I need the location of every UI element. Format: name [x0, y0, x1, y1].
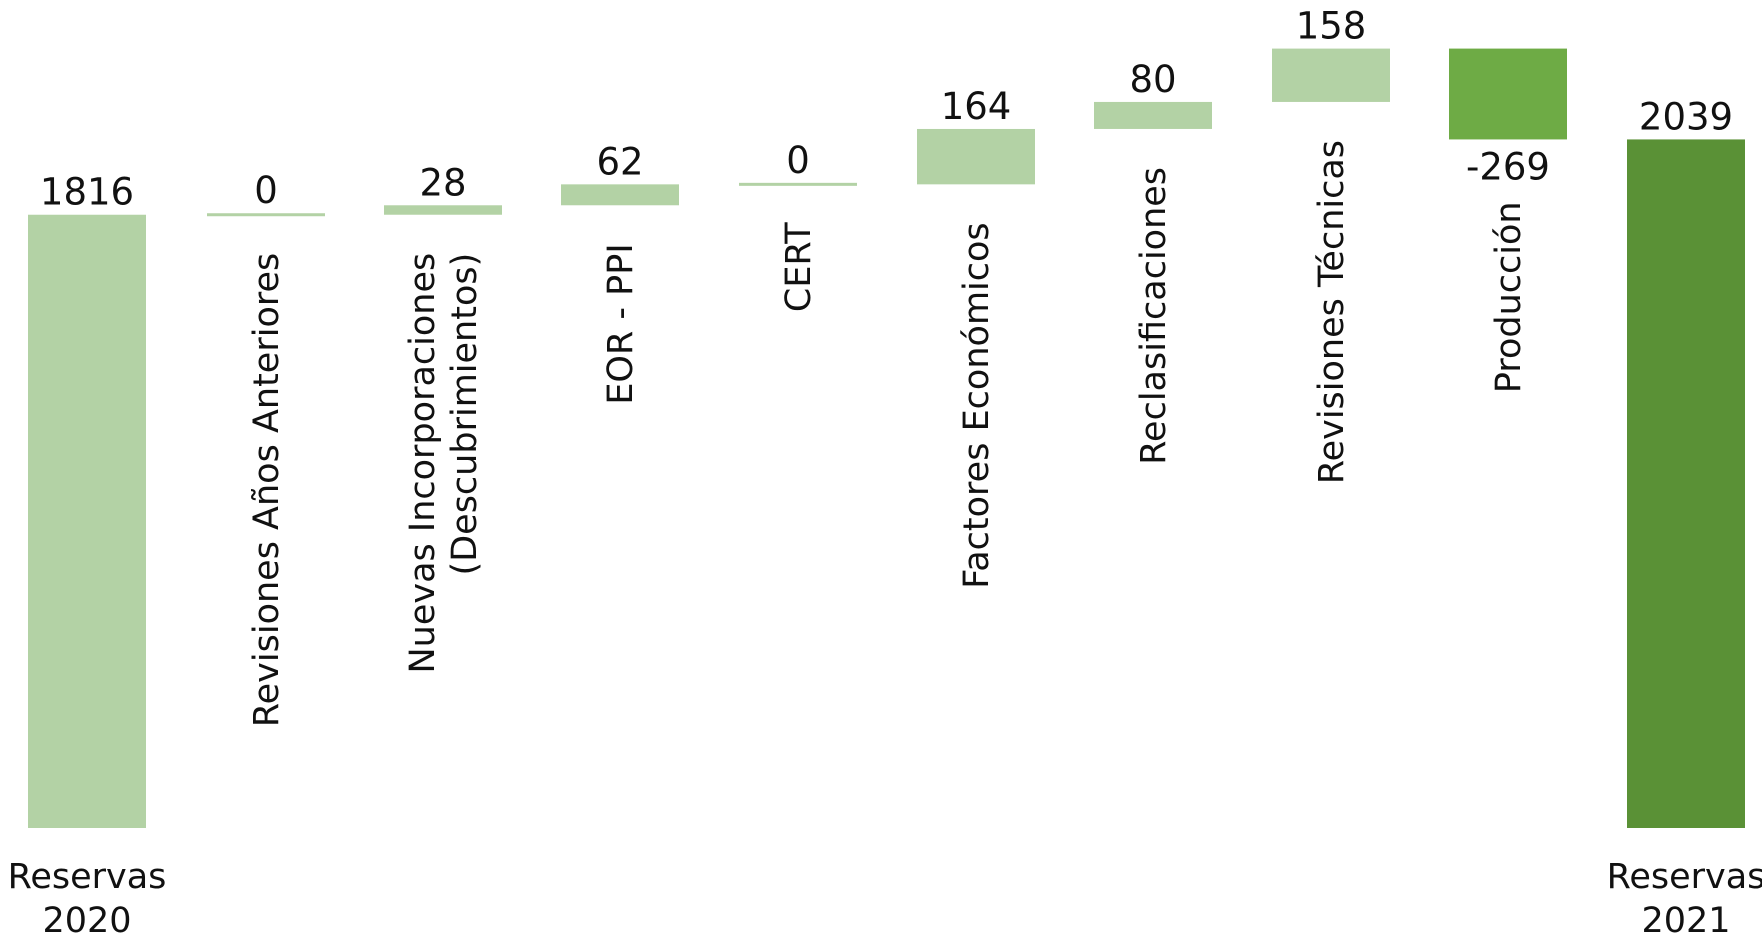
category-label-nuevas-incorporaciones-descubrimientos-line-1: Nuevas Incorporaciones [403, 253, 443, 674]
category-label-revisiones-tecnicas: Revisiones Técnicas [1312, 140, 1352, 484]
bar-revisiones-anos-anteriores [207, 213, 325, 217]
bar-revisiones-tecnicas [1272, 48, 1390, 102]
category-label-reservas-2021-line-1: Reservas [1607, 857, 1762, 897]
bar-reservas-2020 [28, 214, 146, 828]
bar-eor-ppi [561, 184, 679, 206]
bars-layer [28, 48, 1745, 829]
category-label-reservas-2020-line-2: 2020 [42, 901, 131, 941]
bar-cert [739, 182, 857, 186]
category-label-reclasificaciones: Reclasificaciones [1134, 167, 1174, 465]
bar-nuevas-incorporaciones-descubrimientos [384, 205, 502, 215]
value-label-reservas-2020: 1816 [40, 171, 134, 214]
value-label-produccion: -269 [1466, 145, 1550, 188]
value-label-cert: 0 [786, 139, 810, 182]
bar-reclasificaciones [1094, 101, 1212, 129]
value-label-factores-economicos: 164 [941, 85, 1012, 128]
value-label-eor-ppi: 62 [596, 140, 643, 183]
bar-factores-economicos [917, 128, 1035, 185]
category-label-reservas-2021-line-2: 2021 [1641, 901, 1730, 941]
value-label-revisiones-tecnicas: 158 [1296, 5, 1367, 48]
category-label-produccion: Producción [1489, 201, 1529, 393]
value-label-reservas-2021: 2039 [1639, 95, 1733, 138]
category-label-revisiones-anos-anteriores: Revisiones Años Anteriores [247, 253, 287, 727]
value-label-revisiones-anos-anteriores: 0 [254, 169, 278, 212]
category-label-factores-economicos: Factores Económicos [957, 222, 997, 588]
bar-produccion [1449, 48, 1567, 140]
value-label-reclasificaciones: 80 [1129, 58, 1176, 101]
category-label-nuevas-incorporaciones-descubrimientos-line-2: (Descubrimientos) [445, 253, 485, 576]
category-label-eor-ppi: EOR - PPI [601, 243, 641, 404]
bar-reservas-2021 [1627, 139, 1745, 829]
category-label-reservas-2020-line-1: Reservas [8, 857, 167, 897]
value-labels-layer: 1816 0 28 62 0 164 80 158 -269 2039 [40, 5, 1733, 214]
category-label-cert: CERT [779, 222, 819, 312]
value-label-nuevas-incorporaciones-descubrimientos: 28 [419, 161, 466, 204]
